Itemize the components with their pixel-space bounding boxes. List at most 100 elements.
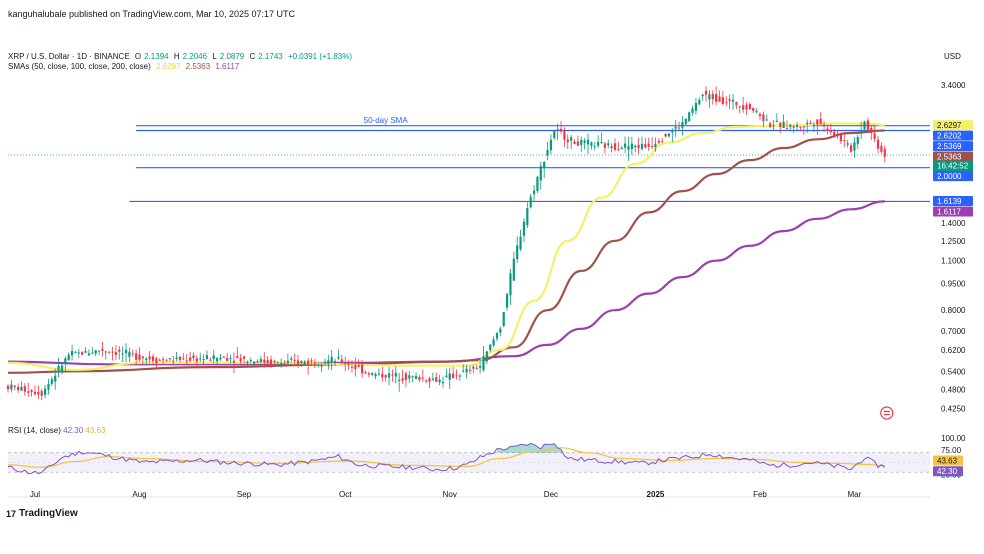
candle-body: [398, 379, 401, 381]
candle-body: [509, 273, 512, 296]
candle-body: [458, 375, 461, 377]
candle-body: [6, 386, 10, 389]
candle-body: [94, 350, 97, 354]
candle-body: [529, 196, 532, 208]
sma50-line: [7, 122, 885, 372]
rsi-badge-label: 42.30: [937, 467, 958, 476]
candle-body: [381, 373, 384, 378]
change-value: +0.0391 (+1.83%): [287, 52, 352, 61]
candle-body: [87, 353, 91, 356]
candle-body: [559, 128, 563, 132]
candle-body: [111, 351, 114, 353]
candle-body: [512, 258, 515, 281]
candle-body: [661, 141, 664, 143]
price-badge: [933, 171, 973, 182]
candle-body: [681, 122, 684, 128]
price-badge-label: 2.0000: [937, 172, 962, 181]
candle-body: [873, 133, 876, 139]
price-badge-label: 2.6297: [937, 121, 962, 130]
candle-body: [765, 119, 768, 121]
rsi-badge: [933, 455, 963, 466]
candle-body: [84, 351, 87, 353]
candle-body: [54, 375, 57, 382]
rsi-ma-value: 43.63: [85, 426, 106, 435]
candle-body: [715, 94, 718, 102]
candle-body: [185, 360, 188, 362]
candle-body: [374, 374, 377, 377]
candle-body: [360, 364, 364, 374]
candle-body: [280, 363, 283, 366]
candle-body: [674, 126, 677, 129]
price-tick-label: 0.4800: [941, 386, 966, 395]
candle-body: [199, 358, 202, 360]
candle-body: [239, 357, 242, 362]
candle-body: [792, 126, 795, 128]
candle-body: [145, 358, 148, 361]
candle-body: [762, 114, 765, 122]
price-badge: [933, 196, 973, 207]
candle-body: [101, 348, 104, 351]
price-tick-label: 0.8000: [941, 306, 966, 315]
low-value: 2.0879: [219, 52, 245, 61]
candle-body: [327, 360, 330, 364]
candle-body: [394, 373, 397, 377]
candle-body: [273, 360, 276, 362]
candle-body: [74, 352, 77, 354]
candle-body: [114, 352, 118, 355]
candle-body: [738, 106, 741, 108]
candle-body: [597, 142, 600, 146]
candle-body: [320, 365, 323, 367]
candle-body: [829, 129, 832, 133]
candle-body: [735, 102, 738, 105]
price-badge: [933, 151, 973, 162]
candle-body: [647, 143, 650, 147]
candle-body: [151, 356, 155, 361]
candle-body: [165, 360, 168, 362]
price-badge: [933, 120, 973, 131]
candle-body: [162, 359, 165, 361]
candle-body: [441, 381, 445, 384]
candle-body: [347, 363, 350, 366]
candle-body: [421, 377, 424, 379]
price-tick-label: 0.7000: [941, 327, 966, 336]
time-tick-label: Aug: [132, 490, 146, 499]
candle-body: [202, 359, 205, 361]
candle-body: [455, 375, 458, 377]
candle-body: [70, 351, 74, 356]
candle-body: [175, 357, 178, 360]
candle-body: [391, 374, 394, 376]
candle-body: [307, 360, 310, 364]
price-tick-label: 1.1000: [941, 257, 966, 266]
candle-body: [37, 391, 40, 395]
candle-body: [880, 145, 883, 152]
horizontal-lines: [8, 125, 930, 203]
candle-body: [215, 358, 219, 362]
candle-body: [17, 386, 20, 391]
sma100-value: 2.5363: [185, 62, 211, 71]
candle-body: [819, 118, 822, 125]
candle-body: [532, 190, 536, 195]
candle-body: [91, 352, 94, 354]
candle-body: [212, 355, 215, 360]
price-badge-label: 2.5363: [937, 153, 962, 162]
candle-body: [43, 388, 47, 395]
time-tick-label: Sep: [237, 490, 252, 499]
sma50-value: 2.6297: [155, 62, 181, 71]
candle-body: [543, 162, 546, 169]
candle-body: [785, 128, 789, 130]
price-axis: 3.4000 1.4000 1.2500 1.1000 0.9500 0.8000 0.70…: [941, 81, 966, 480]
candle-body: [293, 359, 296, 362]
candle-body: [425, 380, 428, 382]
price-badge-label: 1.6117: [937, 208, 961, 217]
time-tick-label: Jul: [30, 490, 40, 499]
candle-body: [492, 339, 495, 346]
symbol-name: XRP / U.S. Dollar · 1D · BINANCE: [8, 52, 130, 61]
candle-body: [219, 357, 222, 360]
candle-body: [624, 143, 627, 148]
rsi-ma-line: [7, 447, 885, 468]
candle-body: [772, 125, 775, 127]
candle-body: [539, 165, 542, 181]
currency-label: USD: [944, 52, 961, 61]
candle-body: [516, 245, 519, 260]
